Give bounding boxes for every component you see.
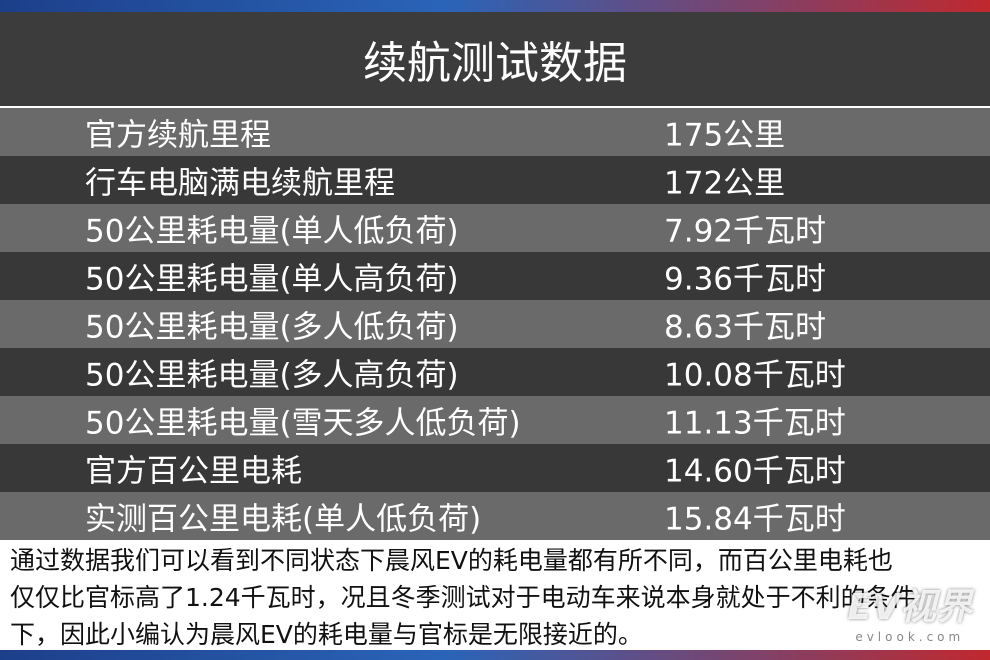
row-value: 175公里: [664, 117, 786, 154]
table-row: 50公里耗电量(雪天多人低负荷) 11.13千瓦时: [0, 396, 990, 444]
row-label: 50公里耗电量(单人高负荷): [85, 261, 459, 298]
note-line: 通过数据我们可以看到不同状态下晨风EV的耗电量都有所不同，而百公里电耗也: [10, 546, 893, 575]
row-value: 8.63千瓦时: [664, 309, 827, 346]
row-label: 50公里耗电量(多人低负荷): [85, 309, 459, 346]
note: 通过数据我们可以看到不同状态下晨风EV的耗电量都有所不同，而百公里电耗也 仅仅比官…: [10, 542, 985, 653]
table-row: 行车电脑满电续航里程 172公里: [0, 156, 990, 204]
row-value: 7.92千瓦时: [664, 213, 827, 250]
top-stripe: [0, 0, 990, 12]
title: 续航测试数据: [0, 12, 990, 106]
note-line: 下，因此小编认为晨风EV的耗电量与官标是无限接近的。: [10, 620, 643, 649]
note-line: 仅仅比官标高了1.24千瓦时，况且冬季测试对于电动车来说本身就处于不利的条件: [10, 583, 916, 612]
row-value: 14.60千瓦时: [664, 453, 846, 490]
row-value: 11.13千瓦时: [664, 405, 846, 442]
table-row: 50公里耗电量(多人低负荷) 8.63千瓦时: [0, 300, 990, 348]
row-value: 172公里: [664, 165, 786, 202]
row-label: 实测百公里电耗(单人低负荷): [85, 501, 482, 538]
table-row: 50公里耗电量(单人高负荷) 9.36千瓦时: [0, 252, 990, 300]
bottom-stripe: [0, 650, 990, 660]
row-label: 官方百公里电耗: [85, 453, 302, 490]
row-label: 官方续航里程: [85, 117, 271, 154]
watermark: EV视界 evlook.com: [848, 578, 972, 644]
row-label: 50公里耗电量(雪天多人低负荷): [85, 405, 521, 442]
table-row: 官方百公里电耗 14.60千瓦时: [0, 444, 990, 492]
row-label: 行车电脑满电续航里程: [85, 165, 395, 202]
table-row: 官方续航里程 175公里: [0, 108, 990, 156]
table: 官方续航里程 175公里 行车电脑满电续航里程 172公里 50公里耗电量(单人低负荷)…: [0, 108, 990, 540]
row-value: 10.08千瓦时: [664, 357, 846, 394]
watermark-site: evlook.com: [855, 630, 965, 644]
row-value: 9.36千瓦时: [664, 261, 827, 298]
table-row: 50公里耗电量(多人高负荷) 10.08千瓦时: [0, 348, 990, 396]
row-label: 50公里耗电量(多人高负荷): [85, 357, 459, 394]
row-value: 15.84千瓦时: [664, 501, 846, 538]
table-row: 50公里耗电量(单人低负荷) 7.92千瓦时: [0, 204, 990, 252]
watermark-logo: EV视界: [847, 587, 972, 628]
row-label: 50公里耗电量(单人低负荷): [85, 213, 459, 250]
table-row: 实测百公里电耗(单人低负荷) 15.84千瓦时: [0, 492, 990, 540]
